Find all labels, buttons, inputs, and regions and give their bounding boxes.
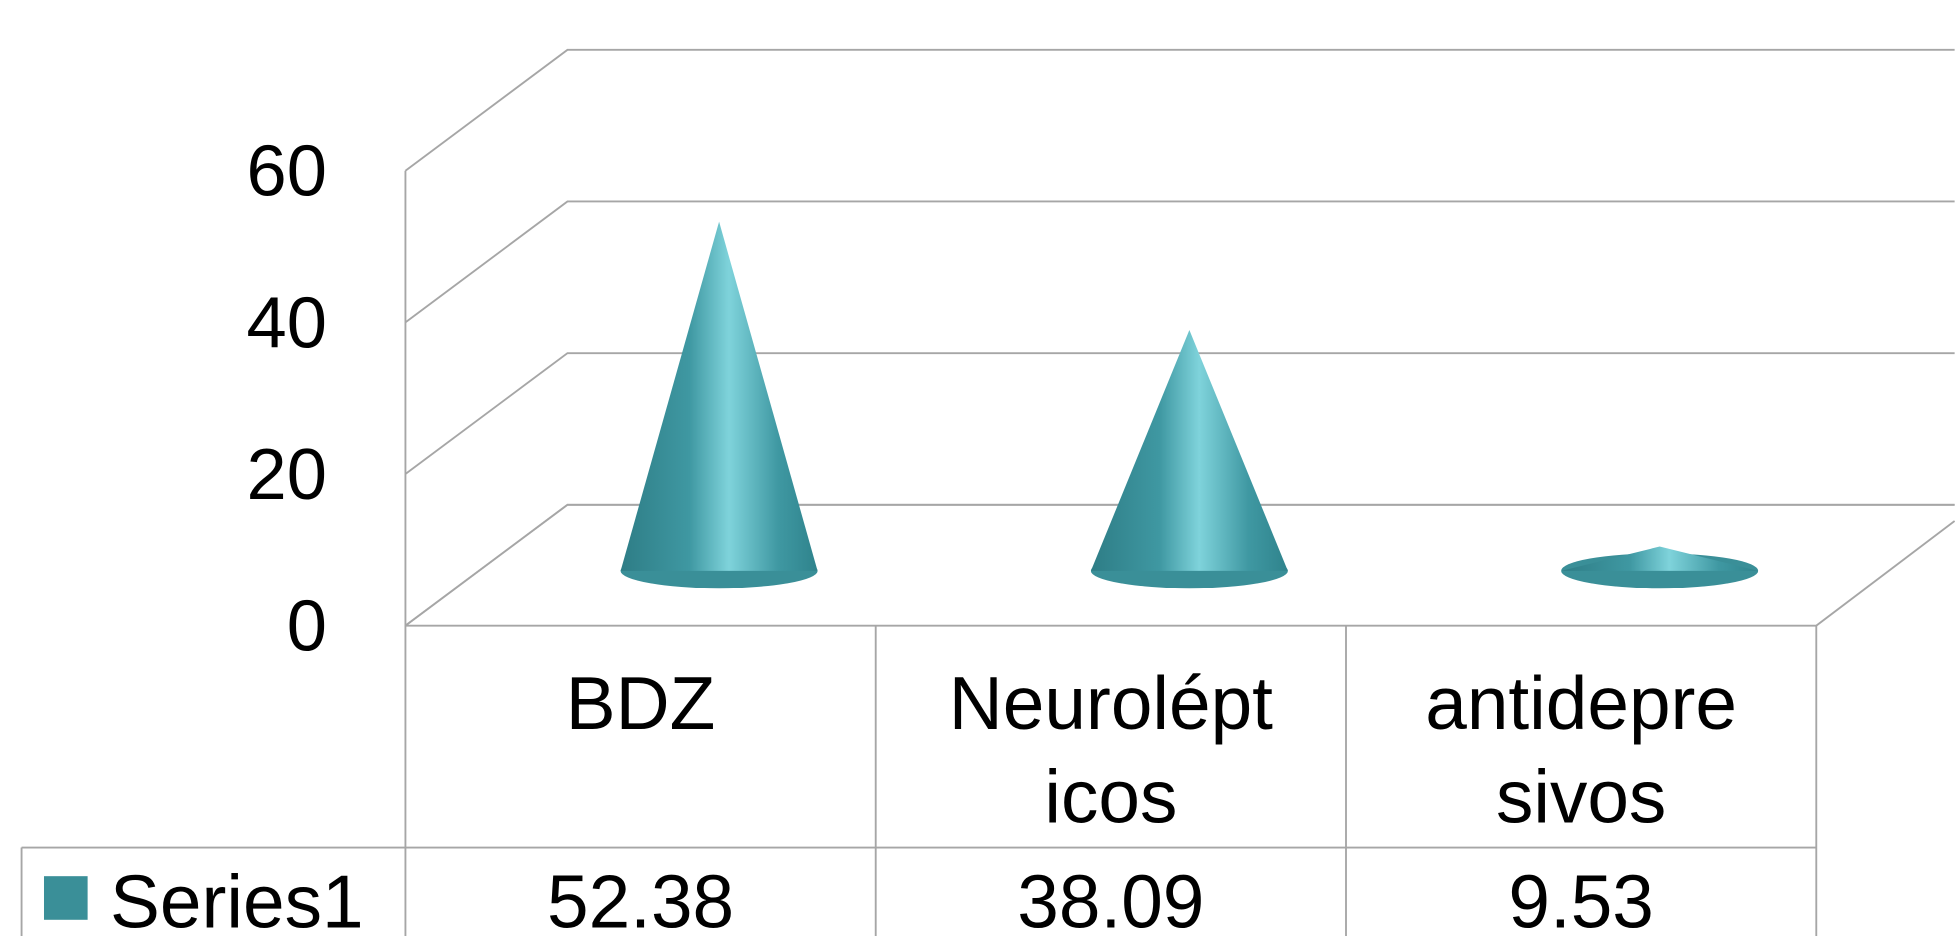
data-table-value: 38.09	[1017, 859, 1204, 936]
x-tick-label: BDZ	[566, 661, 716, 745]
grid-line	[404, 200, 1955, 324]
y-tick-label: 20	[247, 435, 327, 515]
grid-line	[404, 503, 1955, 627]
grid-line	[404, 48, 1955, 172]
data-table-value: 52.38	[547, 859, 734, 936]
y-tick-label: 60	[247, 132, 327, 212]
cone	[1561, 546, 1759, 589]
cone	[620, 221, 818, 589]
grid-line	[404, 352, 1955, 475]
data-table-value: 9.53	[1508, 859, 1654, 936]
legend-label: Series1	[110, 859, 364, 936]
x-tick-label: antidepre sivos	[1425, 661, 1737, 838]
legend-swatch	[43, 876, 88, 920]
cone	[1090, 330, 1288, 589]
x-tick-label: Neurolépt icos	[949, 661, 1273, 838]
y-tick-label: 40	[247, 283, 327, 363]
y-tick-label: 0	[287, 587, 327, 667]
